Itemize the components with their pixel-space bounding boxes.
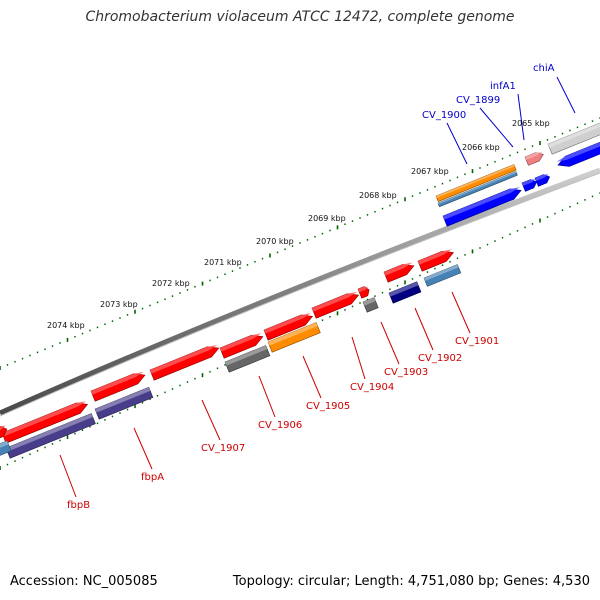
cv1902-cds [383,262,415,283]
gene-label: CV_1899 [456,95,500,106]
leader-line [517,93,525,141]
leader-line [201,399,221,441]
infa1-feature [524,151,544,166]
edge-steel [0,440,12,457]
leader-line [302,355,322,399]
cv1905-cds [263,313,313,341]
cv1905-orange [267,322,321,353]
gene-label: infA1 [490,81,516,92]
cv1901-cds [417,249,455,272]
cv1901-steel [423,264,462,287]
cv1903-cds [357,286,370,299]
cv1902-navy [388,281,422,304]
cv1906-gray [224,345,271,373]
genome-summary-text: Topology: circular; Length: 4,751,080 bp… [232,574,590,589]
accession-text: Accession: NC_005085 [10,574,158,589]
leader-line [351,336,366,380]
gene-label: CV_1901 [455,336,499,347]
edge-cds [0,425,8,441]
cv1904-cds [311,291,360,319]
gene-label: CV_1905 [306,401,350,412]
kbp-label: 2070 kbp [256,237,294,246]
backbone-highlight [0,172,600,417]
fbpb-purple [5,413,96,459]
cv1899b-cds [534,174,551,187]
gene-label: CV_1902 [418,353,462,364]
kbp-label: 2066 kbp [462,143,500,152]
leader-line [380,321,400,365]
leader-line [451,291,471,334]
gene-label: chiA [533,63,555,74]
leader-line [556,76,576,114]
cv1906-cds [219,333,264,359]
map-title: Chromobacterium violaceum ATCC 12472, co… [85,9,515,25]
leader-line [258,375,276,418]
leader-line [59,454,77,498]
gene-label: CV_1907 [201,443,245,454]
fbpa-cds [90,371,146,402]
gene-label: CV_1903 [384,367,428,378]
kbp-label: 2074 kbp [47,321,85,330]
cv1900-steel [437,171,518,208]
leader-line [133,427,153,470]
kbp-label: 2073 kbp [100,300,138,309]
kbp-label: 2071 kbp [204,258,242,267]
fbpa-purple [94,386,154,420]
cv1903-gray [362,297,379,313]
leader-line [479,107,514,148]
leader-line [446,122,468,165]
gene-label: fbpA [141,472,164,483]
kbp-label: 2065 kbp [512,119,550,128]
leader-line [414,307,434,351]
gene-label: CV_1900 [422,110,466,121]
cv1900-orange [435,164,517,202]
gene-label: CV_1904 [350,382,394,393]
chia-feature [547,121,600,155]
kbp-label: 2072 kbp [152,279,190,288]
gene-label: fbpB [67,500,90,511]
cv1899-cds [521,179,538,192]
kbp-label: 2069 kbp [308,214,346,223]
gene-label: CV_1906 [258,420,302,431]
backbone-arc [0,167,600,416]
kbp-label: 2068 kbp [359,191,397,200]
cv1907-cds [149,344,220,381]
kbp-label: 2067 kbp [411,167,449,176]
cv1900-cds [442,187,522,227]
chia-cds [556,137,600,167]
